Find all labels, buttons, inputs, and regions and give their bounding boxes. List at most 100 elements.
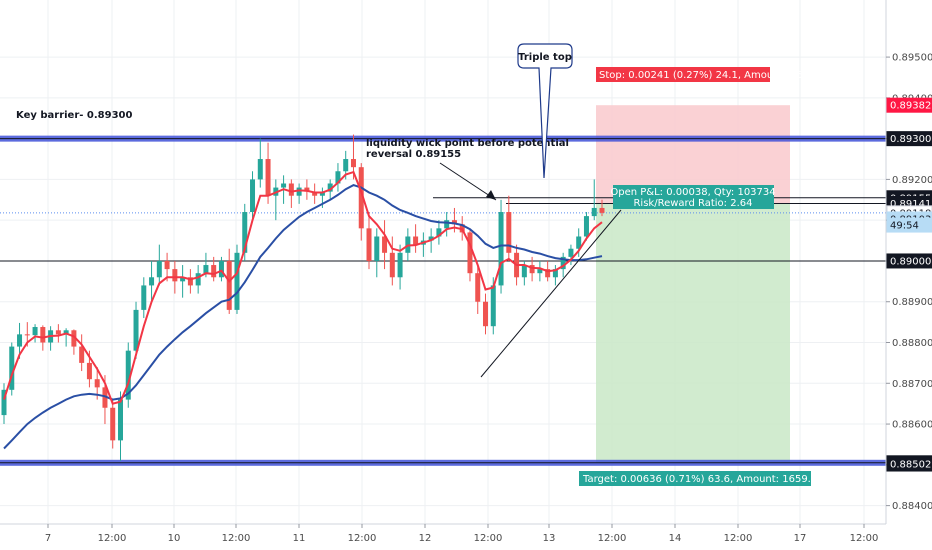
candle-body xyxy=(110,407,116,441)
candle-body xyxy=(172,269,178,282)
candle-body xyxy=(180,277,186,282)
time-tick-label: 12:00 xyxy=(98,533,127,544)
price-tick-label: 0.89200 xyxy=(892,175,932,186)
candle-body xyxy=(319,191,325,196)
position-zones xyxy=(596,105,790,463)
candle-body xyxy=(599,207,605,213)
candle-body xyxy=(413,236,419,245)
price-tag-label: 0.89000 xyxy=(890,256,931,267)
time-tick-label: 12:00 xyxy=(598,533,627,544)
candle-body xyxy=(1,389,7,416)
time-tick-label: 12:00 xyxy=(724,533,753,544)
trend-line xyxy=(480,209,622,378)
candle-body xyxy=(141,285,147,310)
candle-body xyxy=(125,350,131,400)
key-barrier-label: Key barrier- 0.89300 xyxy=(16,110,132,121)
stop-label-box: Stop: 0.00241 (0.27%) 24.1, Amount: 750 xyxy=(596,67,809,82)
liquidity-arrow xyxy=(439,162,497,201)
time-tick-label: 12:00 xyxy=(850,533,879,544)
candle-body xyxy=(187,277,193,286)
price-tag xyxy=(886,456,932,472)
candle-body xyxy=(296,187,302,196)
candle-body xyxy=(483,301,489,327)
time-tick-label: 13 xyxy=(543,533,556,544)
price-tag-label: 0.89382 xyxy=(890,101,931,112)
candle-body xyxy=(358,167,364,229)
candle-body xyxy=(506,212,512,253)
candle-body xyxy=(242,212,248,253)
candle-body xyxy=(63,330,69,335)
candle-body xyxy=(389,252,395,278)
candle-body xyxy=(304,187,310,192)
candle-body xyxy=(203,265,209,274)
stop-label: Stop: 0.00241 (0.27%) 24.1, Amount: 750 xyxy=(599,70,809,81)
price-tick-label: 0.88900 xyxy=(892,297,932,308)
candle-body xyxy=(55,330,61,335)
candle-body xyxy=(475,273,481,302)
candle-body xyxy=(257,159,263,180)
candle-body xyxy=(335,171,341,184)
price-tag xyxy=(886,253,932,269)
target-label: Target: 0.00636 (0.71%) 63.6, Amount: 16… xyxy=(582,474,824,485)
candle-body xyxy=(40,327,46,343)
candle-body xyxy=(234,252,240,310)
candle-body xyxy=(552,269,558,278)
time-tick-label: 7 xyxy=(45,533,51,544)
candle-body xyxy=(545,269,551,278)
candle-body xyxy=(86,362,92,380)
candle-body xyxy=(195,273,201,286)
price-tick-label: 0.88400 xyxy=(892,501,932,512)
price-tick-label: 0.89500 xyxy=(892,53,932,64)
price-tag-label: 49:54 xyxy=(890,221,919,232)
price-tag xyxy=(886,131,932,147)
pnl-label-box: Open P&L: 0.00038, Qty: 103734 Risk/Rewa… xyxy=(610,185,776,209)
drawings xyxy=(480,209,622,378)
candle-body xyxy=(226,260,232,310)
triple-top-callout: Triple top xyxy=(517,43,573,179)
candle-body xyxy=(327,183,333,192)
candle-body xyxy=(444,220,450,229)
price-tag-label: 0.88502 xyxy=(890,460,931,471)
triple-top-label: Triple top xyxy=(518,52,572,63)
candle-body xyxy=(133,309,139,351)
candle-body xyxy=(149,277,155,286)
candle-body xyxy=(102,387,108,408)
candle-body xyxy=(24,334,30,336)
moving-averages xyxy=(3,170,603,450)
liquidity-label-line1: liquidity wick point before potential xyxy=(366,138,569,149)
candle-body xyxy=(490,285,496,327)
candle-body xyxy=(397,252,403,278)
candle-body xyxy=(529,265,535,274)
candle-body xyxy=(521,265,527,278)
time-tick-label: 10 xyxy=(168,533,181,544)
pnl-label-line2: Risk/Reward Ratio: 2.64 xyxy=(633,198,752,209)
candle-body xyxy=(218,260,224,278)
price-tick-label: 0.88800 xyxy=(892,338,932,349)
candle-body xyxy=(467,232,473,274)
liquidity-label-line2: reversal 0.89155 xyxy=(366,149,461,160)
candle-body xyxy=(350,159,356,168)
candle-body xyxy=(79,346,85,363)
candle-body xyxy=(568,248,574,257)
target-zone xyxy=(596,203,790,463)
candle-body xyxy=(117,399,123,441)
time-tick-label: 17 xyxy=(794,533,807,544)
candle-body xyxy=(94,379,100,388)
time-tick-label: 12:00 xyxy=(474,533,503,544)
candle-body xyxy=(451,220,457,225)
candle-body xyxy=(428,236,434,241)
candle-body xyxy=(537,269,543,274)
candle-body xyxy=(164,260,170,270)
time-tick-label: 12 xyxy=(419,533,432,544)
ma-slow-line xyxy=(3,184,603,450)
time-tick-label: 12:00 xyxy=(222,533,251,544)
candle-body xyxy=(17,334,23,347)
time-axis[interactable]: 7 12:00 10 12:00 11 12:00 12 12:00 13 12:00 14 12:0… xyxy=(45,524,879,544)
liquidity-arrowhead xyxy=(486,190,496,200)
price-tag-label: 0.89300 xyxy=(890,134,931,145)
candle-body xyxy=(343,159,349,172)
price-tick-label: 0.88600 xyxy=(892,420,932,431)
candle-body xyxy=(71,330,77,347)
price-tick-label: 0.88700 xyxy=(892,379,932,390)
